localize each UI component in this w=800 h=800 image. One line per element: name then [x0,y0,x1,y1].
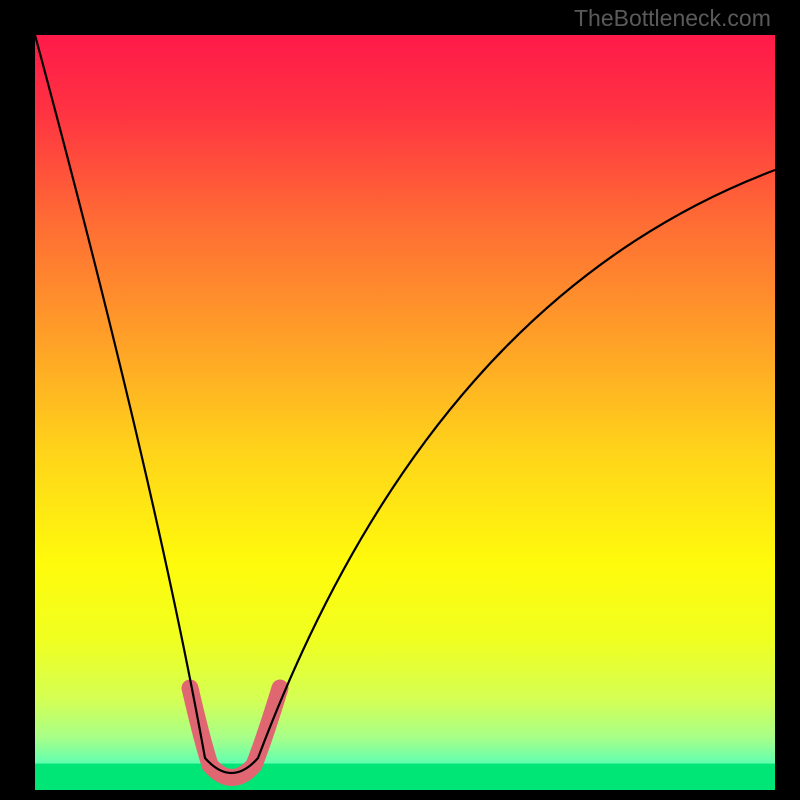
watermark-text: TheBottleneck.com [574,5,771,32]
green-band [35,764,775,790]
gradient-background [35,35,775,790]
bottleneck-chart [0,0,800,800]
